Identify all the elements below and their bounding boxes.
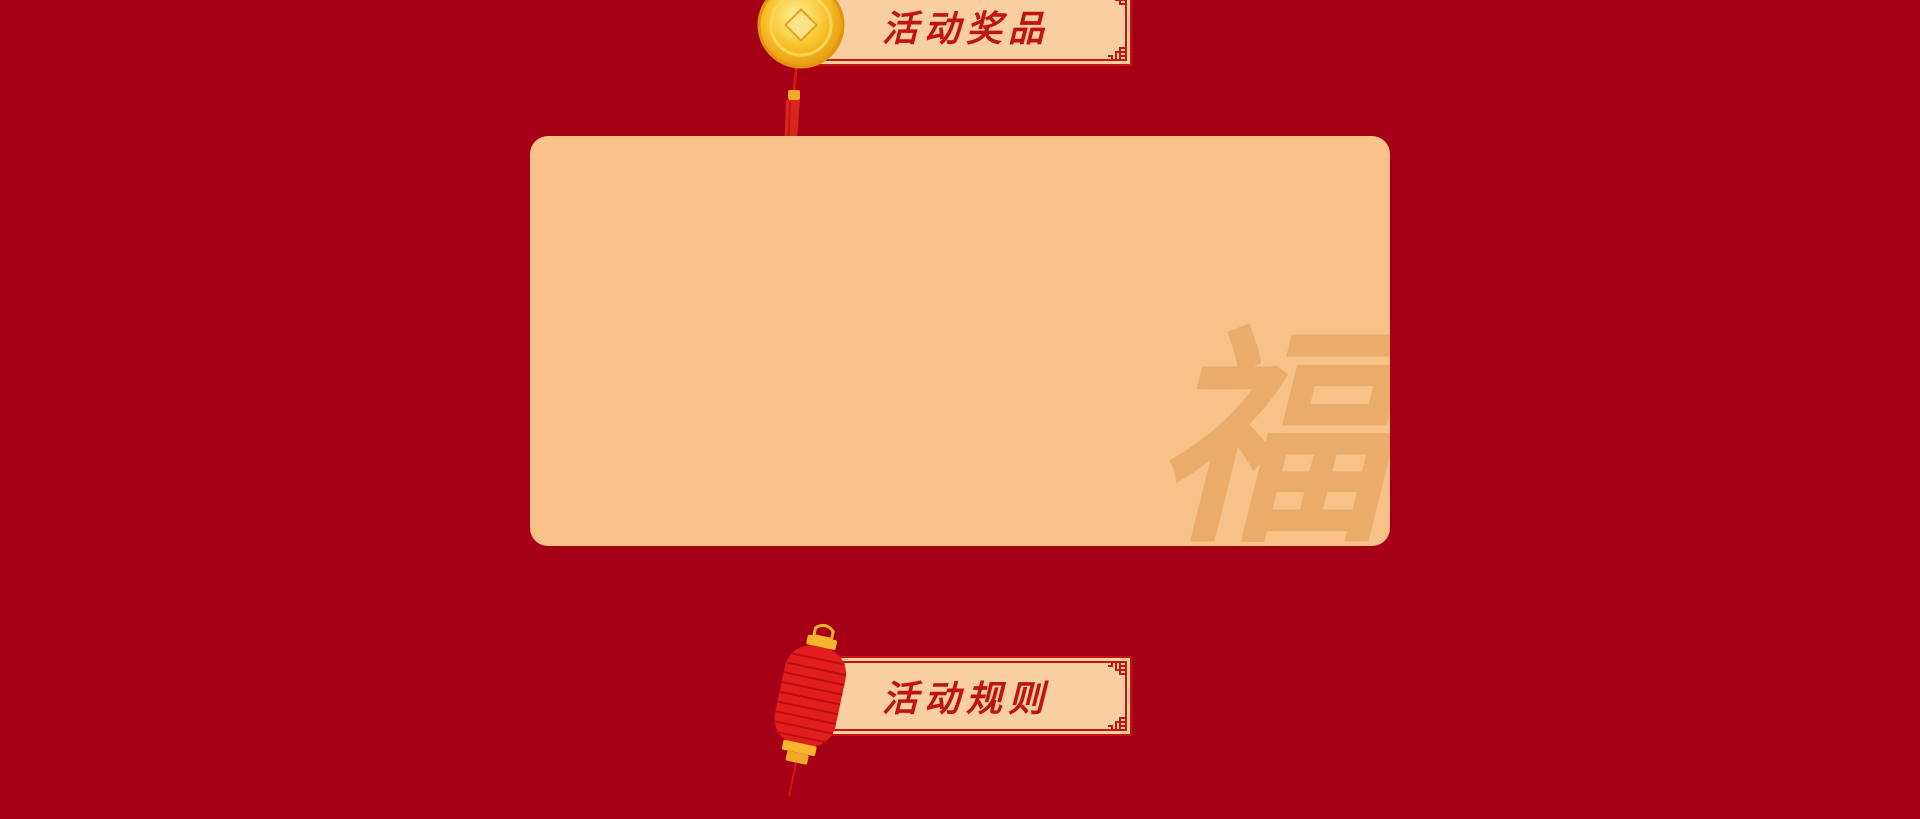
prizes-section-title: 活动奖品 [881,8,1050,50]
prizes-section-header: 活动奖品 [800,0,1132,66]
lattice-corner-icon [1108,712,1127,731]
gold-coin-icon [757,0,845,69]
lattice-corner-icon [1108,42,1127,61]
fu-watermark: 福 [1155,320,1390,546]
rules-section-header: 活动规则 [800,656,1132,736]
lattice-corner-icon [1115,0,1127,10]
lattice-corner-icon [1108,661,1127,680]
red-lantern-icon [774,623,847,797]
svg-text:福: 福 [1155,320,1390,546]
rules-section-title: 活动规则 [881,678,1050,720]
prize-content-panel: 福 [530,136,1390,546]
